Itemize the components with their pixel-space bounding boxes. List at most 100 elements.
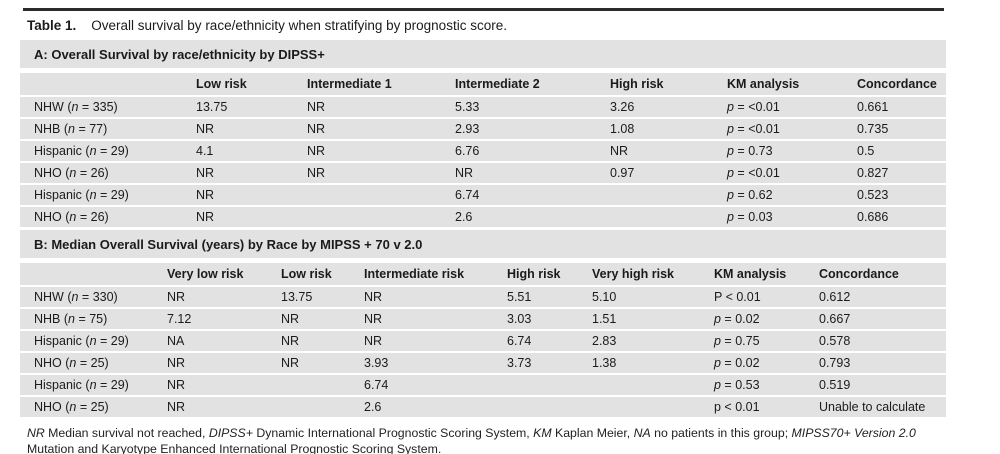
table-row: NHO (n = 26) NR NR NR 0.97 p = <0.01 0.827 bbox=[20, 163, 946, 183]
column-header: Intermediate 2 bbox=[441, 73, 596, 95]
table-cell: 0.5 bbox=[843, 141, 946, 161]
table-cell: NR bbox=[350, 309, 493, 329]
table-cell bbox=[596, 185, 713, 205]
table-cell bbox=[578, 375, 700, 395]
footnote-segment: Dynamic International Prognostic Scoring… bbox=[252, 426, 534, 440]
table-cell: 0.667 bbox=[805, 309, 946, 329]
table-cell: 0.578 bbox=[805, 331, 946, 351]
column-header: Very high risk bbox=[578, 263, 700, 285]
column-header: Low risk bbox=[182, 73, 293, 95]
section-b-header: B: Median Overall Survival (years) by Ra… bbox=[20, 230, 946, 258]
row-label: NHW (n = 330) bbox=[20, 287, 153, 307]
table-cell: 3.73 bbox=[493, 353, 578, 373]
table-row: Hispanic (n = 29) 4.1 NR 6.76 NR p = 0.73 0.5 bbox=[20, 141, 946, 161]
row-label: NHW (n = 335) bbox=[20, 97, 182, 117]
table-caption-text: Overall survival by race/ethnicity when … bbox=[91, 18, 507, 33]
table-cell: NR bbox=[153, 397, 267, 417]
column-header: Intermediate risk bbox=[350, 263, 493, 285]
footnote-segment: NR bbox=[27, 426, 45, 440]
footnote-segment: Kaplan Meier, bbox=[551, 426, 634, 440]
table-cell: NR bbox=[153, 353, 267, 373]
table-cell: 2.6 bbox=[350, 397, 493, 417]
table-cell: 0.735 bbox=[843, 119, 946, 139]
table-cell: 0.793 bbox=[805, 353, 946, 373]
column-header-row: Very low risk Low risk Intermediate risk Hi… bbox=[20, 263, 946, 285]
table-cell bbox=[267, 375, 350, 395]
table-cell: NR bbox=[182, 185, 293, 205]
table-cell: 0.686 bbox=[843, 207, 946, 227]
table-cell: 1.38 bbox=[578, 353, 700, 373]
table-cell: P < 0.01 bbox=[700, 287, 805, 307]
table-cell bbox=[596, 207, 713, 227]
table-cell: NR bbox=[350, 287, 493, 307]
table-cell: p = 0.73 bbox=[713, 141, 843, 161]
table-cell: 2.83 bbox=[578, 331, 700, 351]
section-a-table: Low risk Intermediate 1 Intermediate 2 High… bbox=[20, 71, 946, 229]
table-cell: 0.97 bbox=[596, 163, 713, 183]
table-cell: 0.827 bbox=[843, 163, 946, 183]
column-header: Low risk bbox=[267, 263, 350, 285]
table-row: Hispanic (n = 29) NR 6.74 p = 0.62 0.523 bbox=[20, 185, 946, 205]
table-cell: p = 0.75 bbox=[700, 331, 805, 351]
column-header bbox=[20, 263, 153, 285]
table-cell: NR bbox=[350, 331, 493, 351]
column-header: Very low risk bbox=[153, 263, 267, 285]
table-row: Hispanic (n = 29) NA NR NR 6.74 2.83 p = 0.75 0… bbox=[20, 331, 946, 351]
section-a-header: A: Overall Survival by race/ethnicity by… bbox=[20, 40, 946, 68]
column-header: Concordance bbox=[843, 73, 946, 95]
table-cell: 6.74 bbox=[350, 375, 493, 395]
footnote-segment: MIPSS70+ Version 2.0 bbox=[791, 426, 916, 440]
table-row: Hispanic (n = 29) NR 6.74 p = 0.53 0.519 bbox=[20, 375, 946, 395]
table-number: Table 1. bbox=[27, 18, 77, 33]
table-cell: 6.74 bbox=[493, 331, 578, 351]
table-cell: p = 0.02 bbox=[700, 353, 805, 373]
table-cell: 13.75 bbox=[267, 287, 350, 307]
table-cell: 5.33 bbox=[441, 97, 596, 117]
table-cell: NR bbox=[182, 163, 293, 183]
table-cell: 5.51 bbox=[493, 287, 578, 307]
row-label: NHO (n = 25) bbox=[20, 397, 153, 417]
table-row: NHO (n = 25) NR NR 3.93 3.73 1.38 p = 0.02 0.79… bbox=[20, 353, 946, 373]
column-header: KM analysis bbox=[713, 73, 843, 95]
table-cell: 0.612 bbox=[805, 287, 946, 307]
row-label: Hispanic (n = 29) bbox=[20, 331, 153, 351]
table-footnote: NR Median survival not reached, DIPSS+ D… bbox=[27, 425, 945, 454]
table-cell: NR bbox=[182, 207, 293, 227]
table-cell: NR bbox=[153, 375, 267, 395]
column-header: KM analysis bbox=[700, 263, 805, 285]
table-cell: 2.93 bbox=[441, 119, 596, 139]
table-cell: p = 0.03 bbox=[713, 207, 843, 227]
table-cell: 4.1 bbox=[182, 141, 293, 161]
table-cell: 5.10 bbox=[578, 287, 700, 307]
row-label: Hispanic (n = 29) bbox=[20, 375, 153, 395]
row-label: NHO (n = 26) bbox=[20, 207, 182, 227]
row-label: NHB (n = 75) bbox=[20, 309, 153, 329]
table-cell: NR bbox=[293, 141, 441, 161]
table-cell bbox=[293, 207, 441, 227]
footnote-segment: NA bbox=[633, 426, 651, 440]
row-label: NHO (n = 25) bbox=[20, 353, 153, 373]
table-title: Table 1. Overall survival by race/ethnici… bbox=[27, 18, 1000, 34]
table-cell: p = <0.01 bbox=[713, 119, 843, 139]
top-rule bbox=[23, 8, 944, 11]
table-cell: NR bbox=[267, 353, 350, 373]
table-cell: 3.03 bbox=[493, 309, 578, 329]
table-cell: NR bbox=[267, 331, 350, 351]
table-cell: p = 0.62 bbox=[713, 185, 843, 205]
table-row: NHO (n = 25) NR 2.6 p < 0.01 Unable to calcu… bbox=[20, 397, 946, 417]
table-cell: NR bbox=[267, 309, 350, 329]
table-cell: Unable to calculate bbox=[805, 397, 946, 417]
row-label: NHO (n = 26) bbox=[20, 163, 182, 183]
row-label: Hispanic (n = 29) bbox=[20, 141, 182, 161]
table-cell: 1.51 bbox=[578, 309, 700, 329]
table-cell: 6.74 bbox=[441, 185, 596, 205]
table-cell: p < 0.01 bbox=[700, 397, 805, 417]
table-cell: p = 0.02 bbox=[700, 309, 805, 329]
table-row: NHW (n = 330) NR 13.75 NR 5.51 5.10 P < 0.01 0.… bbox=[20, 287, 946, 307]
table-cell: p = <0.01 bbox=[713, 163, 843, 183]
table-cell: 2.6 bbox=[441, 207, 596, 227]
table-cell: p = 0.53 bbox=[700, 375, 805, 395]
table-row: NHB (n = 77) NR NR 2.93 1.08 p = <0.01 0.735 bbox=[20, 119, 946, 139]
table-row: NHW (n = 335) 13.75 NR 5.33 3.26 p = <0.01 0.6… bbox=[20, 97, 946, 117]
